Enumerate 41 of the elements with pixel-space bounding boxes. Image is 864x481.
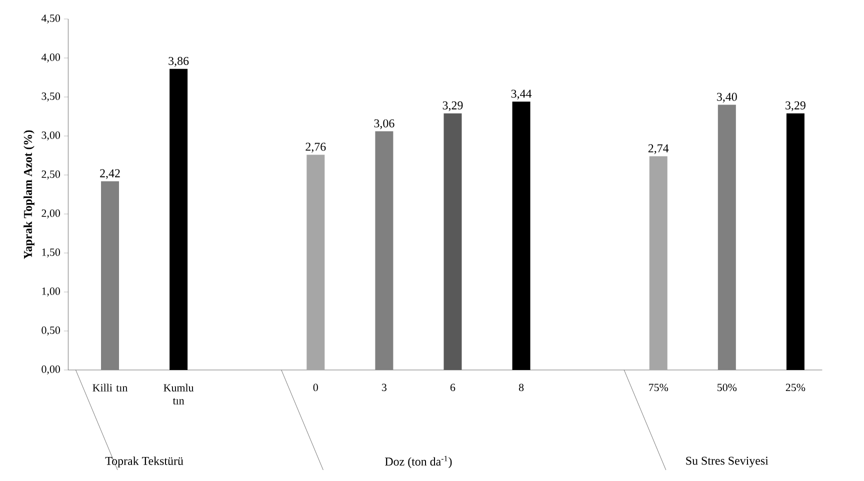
y-tick-label: 1,00 [42, 288, 60, 296]
y-tick-label: 0,50 [42, 326, 60, 336]
text: Doz (ton da$^{-1}$) [385, 456, 452, 468]
y-tick-label: 2,50 [42, 170, 60, 180]
text: Toprak Tekstürü [105, 456, 184, 468]
text: Su Stres Seviyesi [686, 456, 768, 468]
data-label: 2,42 [100, 169, 120, 180]
data-label: 3,06 [374, 119, 394, 130]
y-tick-label: 3,50 [42, 92, 60, 102]
bar [444, 113, 462, 370]
data-label: 3,40 [717, 92, 737, 103]
bar [170, 68, 188, 370]
bar [306, 154, 325, 370]
y-tick-label: 3,00 [42, 132, 60, 140]
y-tick-label: 2,00 [42, 210, 60, 218]
y-tick-label: 4,50 [41, 14, 60, 24]
y-tick-label: 4,00 [41, 54, 60, 62]
x-tick-label: Kumlu tın [164, 384, 194, 404]
data-label: 3,44 [511, 90, 532, 100]
x-tick-label: 8 [518, 384, 524, 392]
bar [512, 102, 530, 370]
bar [649, 156, 668, 370]
bar [718, 104, 736, 370]
data-label: 2,74 [648, 144, 669, 154]
x-tick-label: 0 [313, 384, 318, 392]
x-tick-label: 50% [718, 384, 737, 392]
x-tick-label: Killi tın [92, 384, 128, 392]
x-tick-label: 25% [786, 384, 806, 392]
bar [375, 131, 394, 370]
bar [786, 113, 804, 370]
x-tick-label: 75% [649, 384, 668, 392]
data-label: 3,29 [442, 101, 463, 112]
x-tick-label: 6 [450, 384, 456, 392]
bar [101, 181, 120, 370]
x-tick-label: 3 [382, 384, 386, 392]
data-label: 3,29 [786, 101, 806, 112]
y-tick-label: 0,00 [42, 366, 60, 374]
data-label: 3,86 [168, 56, 189, 67]
y-axis-title: Yaprak Toplam Azot (%) [24, 130, 34, 259]
data-label: 2,76 [306, 142, 326, 153]
y-tick-label: 1,50 [42, 248, 60, 258]
